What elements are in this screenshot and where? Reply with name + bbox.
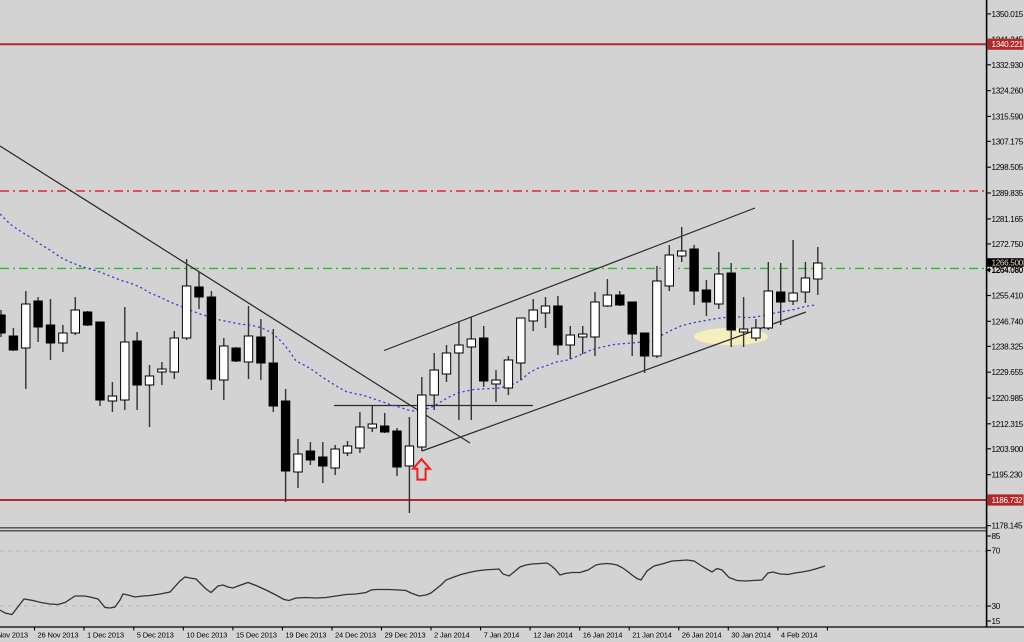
svg-text:1229.655: 1229.655 bbox=[992, 368, 1024, 377]
svg-text:1195.230: 1195.230 bbox=[992, 471, 1024, 480]
svg-text:1281.165: 1281.165 bbox=[992, 215, 1024, 224]
svg-text:24 Dec 2013: 24 Dec 2013 bbox=[335, 630, 376, 639]
svg-text:21 Jan 2014: 21 Jan 2014 bbox=[632, 630, 672, 639]
svg-text:1212.315: 1212.315 bbox=[992, 420, 1024, 429]
svg-text:1266.500: 1266.500 bbox=[992, 259, 1024, 268]
svg-text:1203.900: 1203.900 bbox=[992, 445, 1024, 454]
svg-text:1220.985: 1220.985 bbox=[992, 394, 1024, 403]
svg-text:16 Jan 2014: 16 Jan 2014 bbox=[583, 630, 623, 639]
svg-text:1238.325: 1238.325 bbox=[992, 342, 1024, 351]
svg-text:15 Dec 2013: 15 Dec 2013 bbox=[236, 630, 277, 639]
svg-text:1 Dec 2013: 1 Dec 2013 bbox=[87, 630, 124, 639]
svg-text:1246.740: 1246.740 bbox=[992, 317, 1024, 326]
svg-text:15: 15 bbox=[992, 617, 1001, 626]
svg-text:5 Dec 2013: 5 Dec 2013 bbox=[137, 630, 174, 639]
svg-text:30 Jan 2014: 30 Jan 2014 bbox=[731, 630, 771, 639]
svg-text:10 Dec 2013: 10 Dec 2013 bbox=[186, 630, 227, 639]
svg-text:19 Dec 2013: 19 Dec 2013 bbox=[285, 630, 326, 639]
svg-text:1178.145: 1178.145 bbox=[992, 522, 1024, 531]
svg-text:1255.410: 1255.410 bbox=[992, 292, 1024, 301]
svg-text:1298.505: 1298.505 bbox=[992, 163, 1024, 172]
svg-text:1340.221: 1340.221 bbox=[992, 40, 1024, 49]
svg-text:1324.260: 1324.260 bbox=[992, 87, 1024, 96]
svg-text:2 Jan 2014: 2 Jan 2014 bbox=[434, 630, 470, 639]
svg-text:29 Dec 2013: 29 Dec 2013 bbox=[385, 630, 426, 639]
svg-text:70: 70 bbox=[992, 547, 1001, 556]
svg-text:30: 30 bbox=[992, 602, 1001, 611]
svg-text:1272.750: 1272.750 bbox=[992, 240, 1024, 249]
svg-text:21 Nov 2013: 21 Nov 2013 bbox=[0, 630, 28, 639]
svg-text:1264.080: 1264.080 bbox=[992, 266, 1024, 275]
svg-text:7 Jan 2014: 7 Jan 2014 bbox=[484, 630, 520, 639]
svg-text:26 Jan 2014: 26 Jan 2014 bbox=[682, 630, 722, 639]
svg-text:1186.732: 1186.732 bbox=[992, 496, 1024, 505]
svg-text:1264.080: 1264.080 bbox=[992, 266, 1024, 275]
svg-text:26 Nov 2013: 26 Nov 2013 bbox=[38, 630, 79, 639]
svg-text:1350.015: 1350.015 bbox=[992, 10, 1024, 19]
svg-text:1289.835: 1289.835 bbox=[992, 189, 1024, 198]
svg-text:12 Jan 2014: 12 Jan 2014 bbox=[533, 630, 573, 639]
svg-text:85: 85 bbox=[992, 532, 1001, 541]
svg-text:1315.590: 1315.590 bbox=[992, 112, 1024, 121]
svg-text:1307.175: 1307.175 bbox=[992, 137, 1024, 146]
svg-text:4 Feb 2014: 4 Feb 2014 bbox=[781, 630, 817, 639]
svg-text:1332.930: 1332.930 bbox=[992, 61, 1024, 70]
